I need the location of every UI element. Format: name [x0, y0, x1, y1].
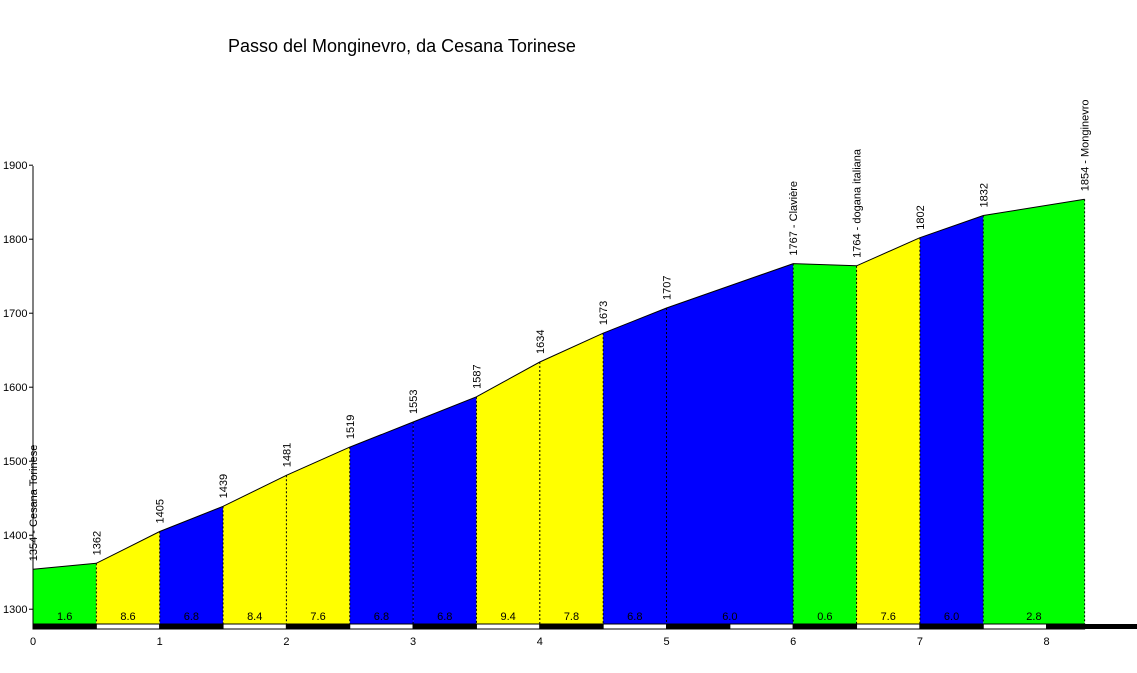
gradient-label: 6.8	[184, 611, 199, 623]
scale-bar-cell-16	[1046, 623, 1086, 630]
y-tick-label: 1300	[3, 604, 27, 616]
gradient-label: 6.8	[437, 611, 452, 623]
x-tick-labels: 0 1 2 3 4 5 6 7 8	[30, 636, 1050, 648]
segment-fills	[33, 199, 1085, 624]
scale-bar-cell-15	[982, 623, 1048, 630]
y-tick-label: 1700	[3, 308, 27, 320]
segment-fill-0	[33, 563, 97, 624]
x-tick-label: 1	[157, 636, 163, 648]
gradient-label: 7.8	[564, 611, 579, 623]
point-elevation-label: 1707	[662, 276, 674, 300]
scale-bar-cell-0	[32, 623, 97, 630]
segment-fill-2	[159, 506, 224, 624]
x-tick-label: 0	[30, 636, 36, 648]
segment-fill-11	[793, 263, 857, 624]
x-tick-label: 4	[537, 636, 543, 648]
segment-fill-3	[223, 475, 287, 624]
segment-fill-12	[856, 237, 920, 624]
point-elevation-label: 1764 - dogana italiana	[852, 148, 864, 258]
gradient-label: 2.8	[1026, 611, 1041, 623]
axes	[29, 164, 34, 628]
point-elevation-label: 1587	[471, 364, 483, 388]
point-elevation-label: 1802	[915, 205, 927, 229]
gradient-label: 8.4	[247, 611, 262, 623]
point-elevation-label: 1405	[155, 499, 167, 523]
point-elevation-label: 1673	[598, 301, 610, 325]
profile-line	[32, 198, 1085, 570]
scale-bar-cell-1	[95, 623, 161, 630]
point-labels: 1354 - Cesana Torinese 1362 1405 1439 1481 15…	[28, 100, 1092, 562]
gradient-label: 0.6	[817, 611, 832, 623]
gradient-label: 6.8	[627, 611, 642, 623]
x-tick-label: 3	[410, 636, 416, 648]
gradient-label: 9.4	[500, 611, 515, 623]
elevation-profile-line	[32, 198, 1085, 570]
y-tick-label: 1600	[3, 382, 27, 394]
scale-bar-cell-10	[666, 623, 731, 630]
x-tick-label: 2	[283, 636, 289, 648]
segment-fill-7	[476, 362, 540, 624]
x-tick-label: 5	[663, 636, 669, 648]
point-elevation-label: 1767 - Clavière	[788, 181, 800, 256]
segment-fill-8	[539, 333, 604, 624]
scale-bar-cell-8	[539, 623, 604, 630]
point-elevation-label: 1832	[978, 183, 990, 207]
gradient-label: 7.6	[310, 611, 325, 623]
segment-fill-4	[286, 447, 350, 624]
segment-fill-10	[666, 263, 794, 624]
gradient-label: 8.6	[120, 611, 135, 623]
scale-bar-cell-9	[602, 623, 668, 630]
scale-bar-cell-3	[222, 623, 287, 630]
scale-bar-cell-4	[285, 623, 351, 630]
segment-fill-1	[96, 531, 160, 624]
y-tick-label: 1400	[3, 530, 27, 542]
scale-bar-cell-12	[792, 623, 858, 630]
distance-scale-bar	[32, 623, 1137, 630]
x-tick-label: 6	[790, 636, 796, 648]
point-elevation-label: 1362	[91, 531, 103, 555]
point-elevation-label: 1481	[281, 443, 293, 467]
gradient-label: 1.6	[57, 611, 72, 623]
point-elevation-label: 1439	[218, 474, 230, 498]
segment-fill-6	[413, 396, 477, 624]
gradient-label: 6.0	[944, 611, 959, 623]
chart-title: Passo del Monginevro, da Cesana Torinese	[228, 36, 576, 56]
scale-bar-tail	[1084, 624, 1137, 629]
scale-bar-cell-7	[475, 623, 541, 630]
point-elevation-label: 1354 - Cesana Torinese	[28, 445, 40, 562]
y-tick-labels: 1300 1400 1500 1600 1700 1800 1900	[3, 160, 27, 616]
x-tick-label: 7	[917, 636, 923, 648]
segment-dividers	[95, 199, 1086, 624]
y-tick-label: 1900	[3, 160, 27, 172]
y-tick-label: 1800	[3, 234, 27, 246]
point-elevation-label: 1519	[345, 415, 357, 439]
scale-bar-cell-2	[159, 623, 224, 630]
gradient-label: 6.0	[722, 611, 737, 623]
gradient-labels: 1.6 8.6 6.8 8.4 7.6 6.8 6.8 9.4 7.8 6.8 6.0 0.6 7.6 6…	[57, 611, 1042, 623]
scale-bar-cell-5	[349, 623, 414, 630]
scale-bar-cell-11	[729, 623, 794, 630]
gradient-label: 7.6	[881, 611, 896, 623]
scale-bar-cell-6	[412, 623, 477, 630]
segment-fill-5	[349, 422, 414, 624]
scale-bar-cell-13	[856, 623, 921, 630]
scale-bar-cell-14	[919, 623, 984, 630]
gradient-label: 6.8	[374, 611, 389, 623]
x-tick-label: 8	[1044, 636, 1050, 648]
point-elevation-label: 1553	[408, 389, 420, 413]
y-tick-label: 1500	[3, 456, 27, 468]
point-elevation-label: 1854 - Monginevro	[1080, 100, 1092, 192]
segment-fill-14	[983, 199, 1085, 624]
segment-fill-13	[919, 215, 984, 624]
point-elevation-label: 1634	[535, 330, 547, 354]
segment-fill-9	[603, 308, 667, 624]
